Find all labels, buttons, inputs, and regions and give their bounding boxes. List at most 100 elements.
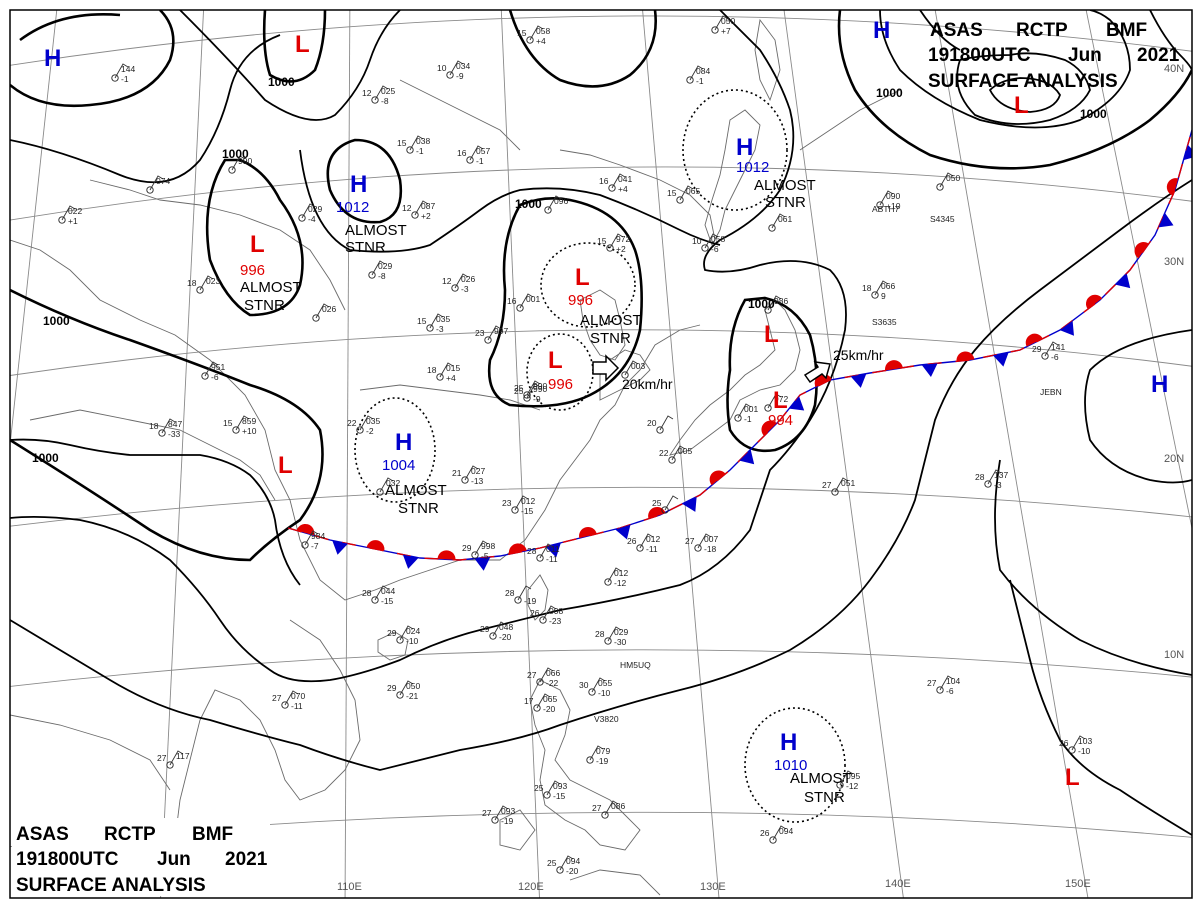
motion-arrow (592, 354, 620, 382)
wind-barb (374, 585, 389, 601)
station-pressure: 027 (471, 466, 485, 476)
cold-front-triangle (332, 540, 348, 555)
high-marker: H (350, 171, 367, 198)
station-pressure: 029 (614, 627, 628, 637)
station-pressure: 847 (168, 419, 182, 429)
station-pressure: 972 (774, 394, 788, 404)
station-pressure: 998 (481, 541, 495, 551)
station-model: 18 023 (187, 275, 220, 294)
station-model: 16 041+4 (599, 173, 632, 194)
ship-id: ABTH7 (872, 204, 900, 214)
station-tendency: -2 (366, 426, 374, 436)
station-temperature: 21 (452, 468, 462, 478)
station-model: 003 (621, 360, 645, 379)
station-model: 26 094 (760, 825, 793, 844)
station-temperature: 15 (597, 236, 607, 246)
station-model: 084-1 (686, 65, 710, 86)
station-temperature: 18 (862, 283, 872, 293)
station-pressure: 093 (553, 781, 567, 791)
station-pressure: 074 (156, 176, 170, 186)
low-marker: L (1065, 764, 1080, 791)
station-model: 001-1 (734, 403, 758, 424)
station-pressure: 022 (68, 206, 82, 216)
wind-barb (767, 393, 782, 409)
station-pressure: 038 (416, 136, 430, 146)
station-temperature: 26 (760, 828, 770, 838)
wind-barb (169, 750, 184, 766)
station-temperature: 20 (647, 418, 657, 428)
station-pressure: 058 (536, 26, 550, 36)
station-model: 10 058-6 (692, 233, 725, 254)
isobar-label: 1000 (32, 451, 59, 465)
station-temperature: 27 (822, 480, 832, 490)
station-temperature: 28 (527, 546, 537, 556)
station-temperature: 27 (527, 670, 537, 680)
wind-barb (494, 805, 509, 821)
station-pressure: 012 (646, 534, 660, 544)
station-temperature: 12 (362, 88, 372, 98)
note-line: ALMOST (754, 177, 816, 194)
wind-barb (536, 693, 551, 709)
high-marker: H (44, 45, 61, 72)
station-model: 23 997 (475, 325, 508, 344)
isobar-labels: 1000 1000 1000 1000 1000 1000 1000 1000 (32, 75, 1107, 465)
wind-barb (469, 145, 484, 161)
header-center: RCTP (104, 824, 156, 845)
station-circle (511, 506, 519, 514)
station-pressure: 086 (611, 801, 625, 811)
station-temperature: 29 (387, 683, 397, 693)
wind-barb (231, 155, 246, 171)
station-tendency: +4 (618, 184, 628, 194)
high-pressure-value: 1010 (774, 757, 807, 774)
station-circle (368, 271, 376, 279)
station-circle (544, 206, 552, 214)
station-temperature: 25 (652, 498, 662, 508)
station-model: 12 025-8 (362, 85, 395, 106)
station-model: 26 103-10 (1059, 735, 1092, 756)
station-model: 29 141-6 (1032, 341, 1065, 362)
station-pressure: 012 (521, 496, 535, 506)
station-pressure: 034 (456, 61, 470, 71)
station-pressure: 029 (378, 261, 392, 271)
station-circle (396, 691, 404, 699)
station-model: 15 065 (667, 185, 700, 204)
wind-barb (624, 360, 639, 376)
station-circle (471, 551, 479, 559)
wind-barb (526, 380, 541, 396)
station-model: 986 (764, 295, 788, 314)
warm-front-semicircle (761, 420, 777, 436)
station-tendency: +7 (721, 26, 731, 36)
station-model: 21 027-13 (452, 465, 485, 486)
wind-barb (704, 233, 719, 249)
high-pressure-value: 1012 (336, 199, 369, 216)
wind-barb (874, 280, 889, 296)
ship-id: S3635 (872, 317, 897, 327)
high-marker: H (1151, 371, 1168, 398)
station-tendency: -21 (406, 691, 419, 701)
station-pressure: 023 (206, 276, 220, 286)
wind-barb (772, 825, 787, 841)
header-time: 191800UTC (16, 849, 119, 870)
station-circle (489, 632, 497, 640)
warm-front-semicircle (508, 543, 527, 555)
station-temperature: 23 (475, 328, 485, 338)
wind-barb (161, 418, 176, 434)
station-circle (312, 314, 320, 322)
station-temperature: 27 (685, 536, 695, 546)
station-circle (676, 196, 684, 204)
station-tendency: -1 (744, 414, 752, 424)
station-model: 15 035-3 (417, 313, 450, 334)
station-circle (636, 544, 644, 552)
lon-label: 130E (700, 881, 726, 893)
station-temperature: 22 (659, 448, 669, 458)
cold-front-triangle (402, 554, 419, 569)
station-temperature: 16 (457, 148, 467, 158)
note-line: STNR (345, 239, 386, 256)
station-model: 079-19 (586, 745, 610, 766)
station-model: 029-4 (298, 203, 322, 224)
station-pressure: 972 (616, 234, 630, 244)
station-tendency: -11 (646, 544, 658, 554)
station-temperature: 27 (482, 808, 492, 818)
station-temperature: 10 (692, 236, 702, 246)
